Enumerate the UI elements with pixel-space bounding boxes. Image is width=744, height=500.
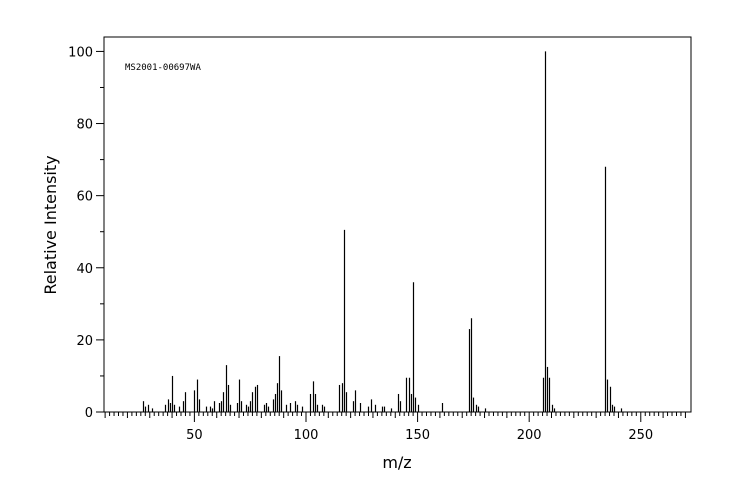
x-tick-label: 250 [628, 428, 653, 443]
x-tick-label: 50 [186, 428, 203, 443]
x-axis-title: m/z [382, 453, 411, 472]
y-axis-title: Relative Intensity [41, 155, 60, 294]
x-tick-label: 150 [405, 428, 430, 443]
y-tick-label: 60 [76, 190, 93, 205]
spectrum-id-label: MS2001-00697WA [125, 63, 201, 73]
y-tick-label: 40 [76, 262, 93, 277]
y-tick-label: 80 [76, 118, 93, 133]
x-tick-label: 200 [517, 428, 542, 443]
x-axis: 50 100 150 200 250 [104, 412, 686, 443]
y-tick-label: 20 [76, 334, 93, 349]
y-tick-label: 0 [85, 406, 93, 421]
spectrum-peaks [142, 51, 623, 412]
y-axis: 0 20 40 60 80 100 [68, 45, 104, 421]
x-tick-label: 100 [294, 428, 319, 443]
y-tick-label: 100 [68, 45, 93, 60]
plot-area-frame [103, 36, 692, 413]
